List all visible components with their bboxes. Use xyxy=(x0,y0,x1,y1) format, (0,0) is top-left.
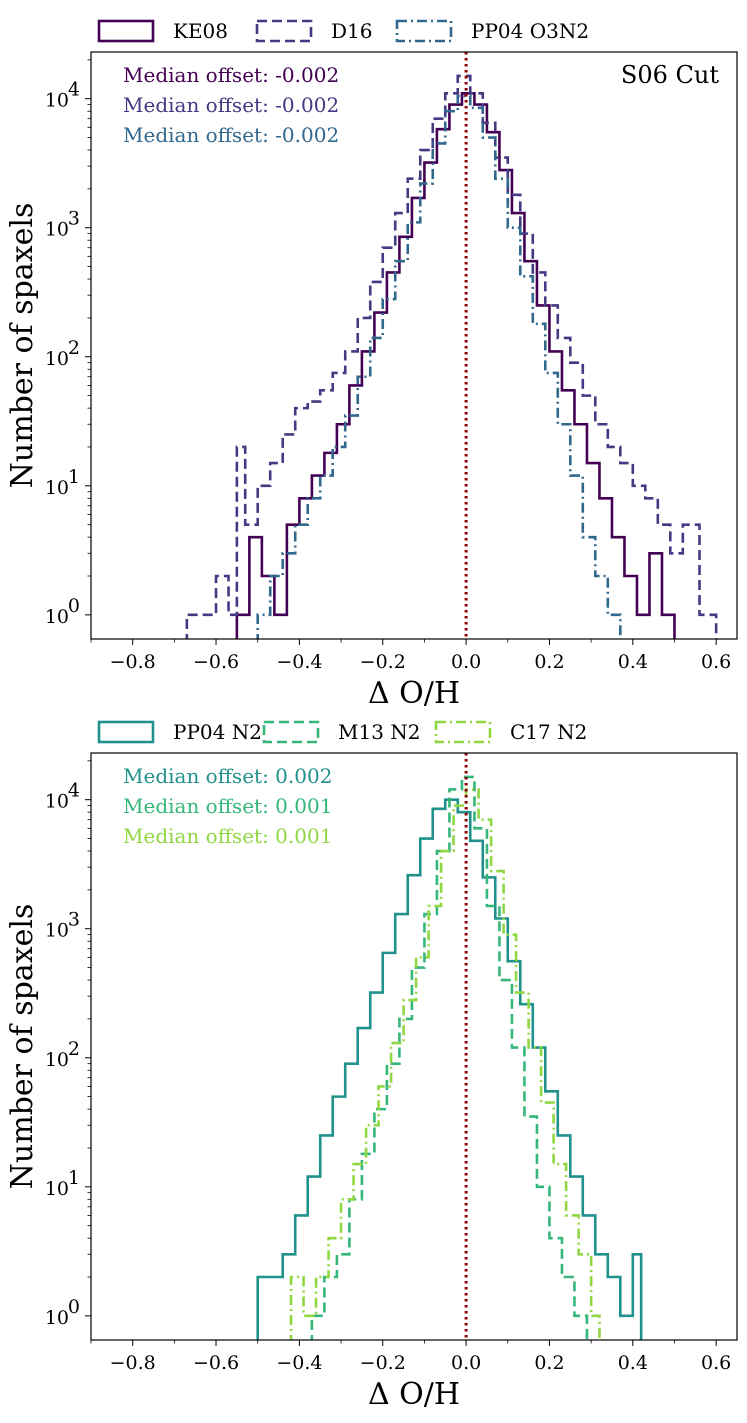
y-tick-label: 10 xyxy=(45,606,69,628)
median-offset-annotation: Median offset: -0.002 xyxy=(123,93,339,117)
legend-label: PP04 O3N2 xyxy=(471,19,589,43)
y-tick-exponent: 0 xyxy=(68,595,80,617)
legend-swatch xyxy=(255,19,313,43)
series-d16 xyxy=(185,74,718,639)
legend-swatch xyxy=(97,720,155,744)
legend-label: M13 N2 xyxy=(338,720,421,744)
series-pp04-n2 xyxy=(256,798,643,1340)
x-axis-title: Δ O/H xyxy=(368,676,460,711)
y-tick-exponent: 3 xyxy=(68,208,80,230)
series-m13-n2 xyxy=(310,775,589,1340)
x-tick-label: −0.8 xyxy=(110,1352,156,1374)
series-pp04-o3n2 xyxy=(256,94,622,639)
corner-label: S06 Cut xyxy=(621,61,719,89)
x-tick-label: −0.4 xyxy=(276,1352,322,1374)
y-tick-exponent: 1 xyxy=(68,1167,80,1189)
plot-area xyxy=(256,753,643,1340)
y-tick-label: 10 xyxy=(45,477,69,499)
y-tick-label: 10 xyxy=(45,1178,69,1200)
x-tick-label: 0.2 xyxy=(534,651,564,673)
y-tick-label: 10 xyxy=(45,90,69,112)
legend-label: PP04 N2 xyxy=(173,720,262,744)
y-axis-title: Number of spaxels xyxy=(5,203,40,489)
x-axis-title: Δ O/H xyxy=(368,1377,460,1412)
legend-label: KE08 xyxy=(173,19,228,43)
x-tick-label: 0.0 xyxy=(451,1352,481,1374)
y-tick-label: 10 xyxy=(45,348,69,370)
panel-top: −0.8 −0.6 −0.4 −0.2 0.0 0.2 0.4 0.6100101102103… xyxy=(5,19,738,711)
plot-frame xyxy=(90,51,738,640)
y-tick-label: 10 xyxy=(45,219,69,241)
x-tick-label: −0.4 xyxy=(276,651,322,673)
legend-label: C17 N2 xyxy=(510,720,587,744)
legend-swatch xyxy=(434,720,492,744)
y-tick-exponent: 2 xyxy=(68,337,80,359)
y-tick-exponent: 4 xyxy=(68,79,80,101)
y-tick-exponent: 2 xyxy=(68,1038,80,1060)
y-tick-label: 10 xyxy=(45,1049,69,1071)
plot-frame xyxy=(90,752,738,1341)
median-offset-annotation: Median offset: 0.001 xyxy=(123,794,332,818)
series-ke08 xyxy=(235,92,676,639)
legend-label: D16 xyxy=(331,19,372,43)
x-tick-label: 0.2 xyxy=(534,1352,564,1374)
x-tick-label: 0.4 xyxy=(618,1352,648,1374)
median-offset-annotation: Median offset: 0.001 xyxy=(123,824,332,848)
x-tick-label: −0.2 xyxy=(360,1352,406,1374)
y-tick-label: 10 xyxy=(45,920,69,942)
x-tick-label: −0.8 xyxy=(110,651,156,673)
panel-bottom: −0.8 −0.6 −0.4 −0.2 0.0 0.2 0.4 0.6100101102103… xyxy=(5,720,738,1412)
x-tick-label: 0.6 xyxy=(701,651,731,673)
median-offset-annotation: Median offset: 0.002 xyxy=(123,764,332,788)
legend-swatch xyxy=(395,19,453,43)
y-tick-exponent: 3 xyxy=(68,909,80,931)
median-offset-annotation: Median offset: -0.002 xyxy=(123,123,339,147)
legend-swatch xyxy=(262,720,320,744)
y-tick-exponent: 0 xyxy=(68,1296,80,1318)
y-tick-label: 10 xyxy=(45,791,69,813)
median-offset-annotation: Median offset: -0.002 xyxy=(123,63,339,87)
x-tick-label: 0.6 xyxy=(701,1352,731,1374)
y-axis-title: Number of spaxels xyxy=(5,904,40,1190)
x-tick-label: −0.2 xyxy=(360,651,406,673)
x-tick-label: −0.6 xyxy=(193,651,239,673)
y-tick-exponent: 1 xyxy=(68,466,80,488)
y-tick-exponent: 4 xyxy=(68,780,80,802)
x-tick-label: 0.0 xyxy=(451,651,481,673)
x-tick-label: −0.6 xyxy=(193,1352,239,1374)
y-tick-label: 10 xyxy=(45,1307,69,1329)
series-c17-n2 xyxy=(289,788,601,1340)
x-tick-label: 0.4 xyxy=(618,651,648,673)
legend-swatch xyxy=(97,19,155,43)
plot-area xyxy=(185,52,718,639)
